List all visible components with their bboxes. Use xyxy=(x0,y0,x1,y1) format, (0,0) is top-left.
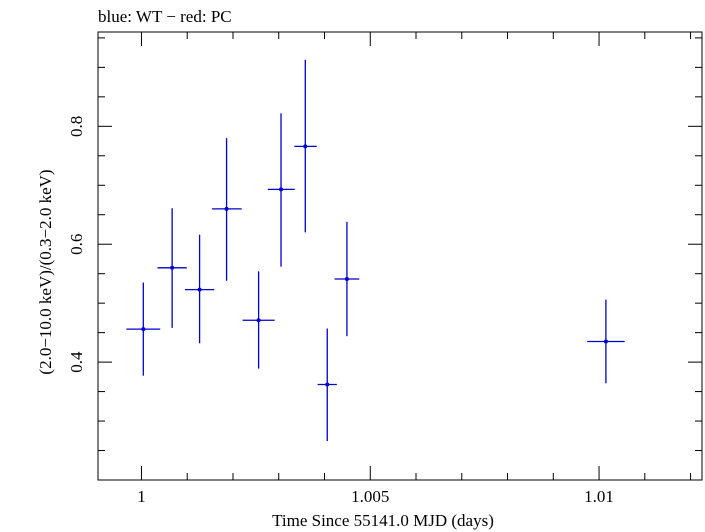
y-tick-label: 0.8 xyxy=(67,116,86,137)
x-tick-label: 1.005 xyxy=(351,487,389,506)
data-point xyxy=(184,234,215,344)
y-axis-label: (2.0−10.0 keV)/(0.3−2.0 keV) xyxy=(36,169,55,374)
y-tick-label: 0.4 xyxy=(67,351,86,373)
x-tick-label: 1.01 xyxy=(584,487,614,506)
x-axis-ticks: 1 1.005 1.01 xyxy=(137,32,692,506)
point-marker xyxy=(224,206,229,211)
point-marker xyxy=(344,276,349,281)
data-points xyxy=(126,59,625,442)
point-marker xyxy=(603,339,608,344)
point-marker xyxy=(303,144,308,149)
y-axis-ticks: 0.4 0.6 0.8 xyxy=(67,37,702,481)
data-point xyxy=(126,282,161,376)
point-marker xyxy=(197,287,202,292)
data-point xyxy=(211,138,242,281)
point-marker xyxy=(256,318,261,323)
data-point xyxy=(587,299,625,384)
data-point xyxy=(267,113,295,267)
data-point xyxy=(242,271,275,369)
x-axis-label: Time Since 55141.0 MJD (days) xyxy=(272,511,494,530)
point-marker xyxy=(279,187,284,192)
data-point xyxy=(294,59,317,233)
point-marker xyxy=(141,327,146,332)
x-tick-label: 1 xyxy=(137,487,146,506)
data-point xyxy=(157,208,187,328)
point-marker xyxy=(170,265,175,270)
point-marker xyxy=(325,382,330,387)
chart-title: blue: WT − red: PC xyxy=(98,7,232,26)
data-point xyxy=(334,221,360,337)
y-tick-label: 0.6 xyxy=(67,234,86,255)
data-point xyxy=(317,328,337,442)
plot-frame xyxy=(97,31,703,481)
